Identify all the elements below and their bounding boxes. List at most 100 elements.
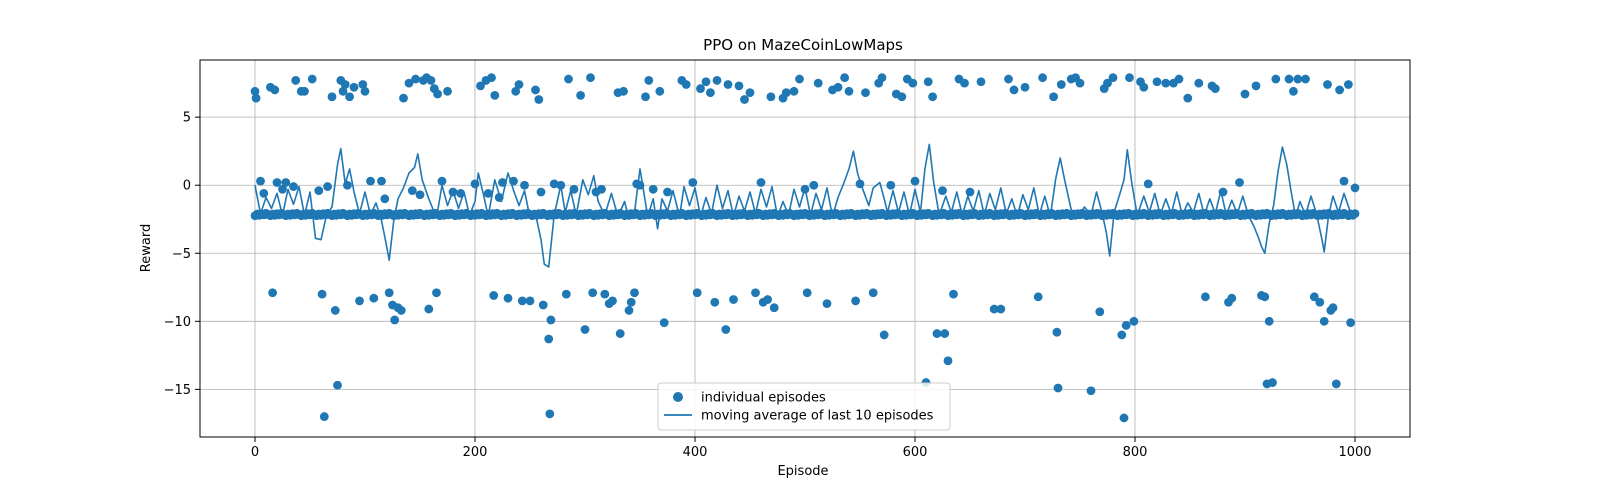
scatter-point bbox=[655, 86, 665, 96]
scatter-point bbox=[851, 296, 860, 306]
y-tick-label: 5 bbox=[183, 111, 191, 126]
scatter-point bbox=[600, 289, 610, 299]
scatter-point bbox=[740, 95, 749, 104]
scatter-point bbox=[630, 288, 639, 298]
scatter-point bbox=[940, 329, 950, 338]
scatter-point bbox=[721, 325, 731, 334]
scatter-point bbox=[976, 77, 986, 87]
scatter-point bbox=[756, 178, 766, 187]
scatter-point bbox=[268, 288, 277, 298]
scatter-point bbox=[355, 296, 364, 306]
scatter-point bbox=[886, 180, 896, 190]
scatter-point bbox=[1125, 73, 1134, 83]
scatter-point bbox=[1194, 78, 1204, 88]
scatter-point bbox=[291, 76, 301, 85]
scatter-point bbox=[415, 190, 425, 200]
scatter-point bbox=[1268, 378, 1277, 387]
x-tick-label: 600 bbox=[903, 445, 928, 460]
scatter-point bbox=[490, 90, 500, 100]
scatter-point bbox=[380, 194, 390, 204]
scatter-point bbox=[1344, 80, 1353, 89]
chart-title: PPO on MazeCoinLowMaps bbox=[703, 36, 903, 54]
scatter-point bbox=[1331, 379, 1341, 389]
scatter-point bbox=[289, 182, 298, 191]
scatter-point bbox=[1049, 92, 1058, 102]
scatter-point bbox=[432, 288, 441, 298]
scatter-point bbox=[1346, 318, 1355, 328]
scatter-point bbox=[323, 182, 332, 191]
scatter-point bbox=[561, 289, 571, 299]
scatter-point bbox=[580, 325, 590, 334]
scatter-point bbox=[476, 81, 485, 91]
scatter-point bbox=[802, 288, 812, 298]
scatter-point bbox=[338, 86, 348, 96]
x-tick-label: 200 bbox=[463, 445, 488, 460]
scatter-point bbox=[1328, 303, 1338, 313]
x-axis-label: Episode bbox=[777, 464, 828, 479]
scatter-point bbox=[549, 179, 559, 189]
scatter-point bbox=[1103, 78, 1112, 88]
scatter-point bbox=[424, 304, 434, 314]
scatter-point bbox=[1235, 178, 1244, 187]
scatter-point bbox=[626, 297, 636, 307]
scatter-point bbox=[1020, 82, 1030, 92]
scatter-point bbox=[520, 180, 529, 190]
scatter-point bbox=[696, 84, 705, 93]
scatter-point bbox=[813, 78, 823, 88]
scatter-point bbox=[564, 74, 573, 84]
scatter-point bbox=[390, 315, 400, 325]
scatter-point bbox=[688, 178, 698, 187]
scatter-point bbox=[619, 86, 628, 96]
scatter-point bbox=[822, 299, 832, 309]
scatter-point bbox=[1339, 176, 1349, 186]
scatter-point bbox=[1004, 74, 1013, 84]
x-tick-label: 800 bbox=[1123, 445, 1148, 460]
scatter-point bbox=[766, 92, 776, 102]
legend-label-moving-average: moving average of last 10 episodes bbox=[701, 409, 934, 424]
scatter-point bbox=[511, 86, 521, 96]
scatter-point bbox=[641, 92, 650, 102]
scatter-point bbox=[1095, 307, 1105, 317]
scatter-point bbox=[1315, 297, 1325, 307]
scatter-point bbox=[443, 86, 452, 96]
scatter-point bbox=[943, 356, 953, 366]
scatter-point bbox=[734, 81, 744, 91]
scatter-point bbox=[681, 80, 691, 89]
scatter-point bbox=[514, 80, 524, 89]
axis-ticks: 0 200 400 600 800 1000 5 0 −5 −10 −15 bbox=[164, 111, 1372, 460]
y-tick-label: −10 bbox=[164, 315, 191, 330]
scatter-point bbox=[949, 289, 958, 299]
scatter-point bbox=[701, 77, 711, 87]
scatter-point bbox=[928, 92, 937, 102]
scatter-point bbox=[1038, 73, 1047, 83]
y-axis-label: Reward bbox=[139, 224, 154, 272]
scatter-point bbox=[259, 188, 269, 198]
scatter-point bbox=[1143, 179, 1153, 189]
scatter-point bbox=[544, 334, 554, 344]
scatter-point bbox=[877, 73, 887, 83]
scatter-point bbox=[844, 86, 854, 96]
scatter-point bbox=[1284, 74, 1294, 84]
scatter-point bbox=[1335, 85, 1344, 95]
plot-frame bbox=[199, 59, 1411, 438]
scatter-point bbox=[1108, 73, 1118, 83]
scatter-point bbox=[1293, 74, 1303, 84]
plot-area bbox=[250, 73, 1360, 423]
scatter-point bbox=[1227, 293, 1237, 303]
scatter-point bbox=[1210, 84, 1220, 93]
legend: individual episodes moving average of la… bbox=[657, 382, 951, 431]
scatter-point bbox=[538, 300, 548, 310]
scatter-point bbox=[868, 288, 878, 298]
scatter-point bbox=[307, 74, 317, 84]
scatter-point bbox=[366, 176, 375, 186]
scatter-point bbox=[250, 86, 260, 96]
scatter-point bbox=[588, 288, 598, 298]
scatter-point bbox=[437, 176, 447, 186]
scatter-point bbox=[745, 88, 755, 98]
scatter-point bbox=[487, 73, 496, 83]
scatter-point bbox=[1260, 292, 1270, 302]
scatter-point bbox=[489, 291, 499, 300]
scatter-point bbox=[1129, 316, 1139, 326]
scatter-point bbox=[349, 82, 359, 92]
